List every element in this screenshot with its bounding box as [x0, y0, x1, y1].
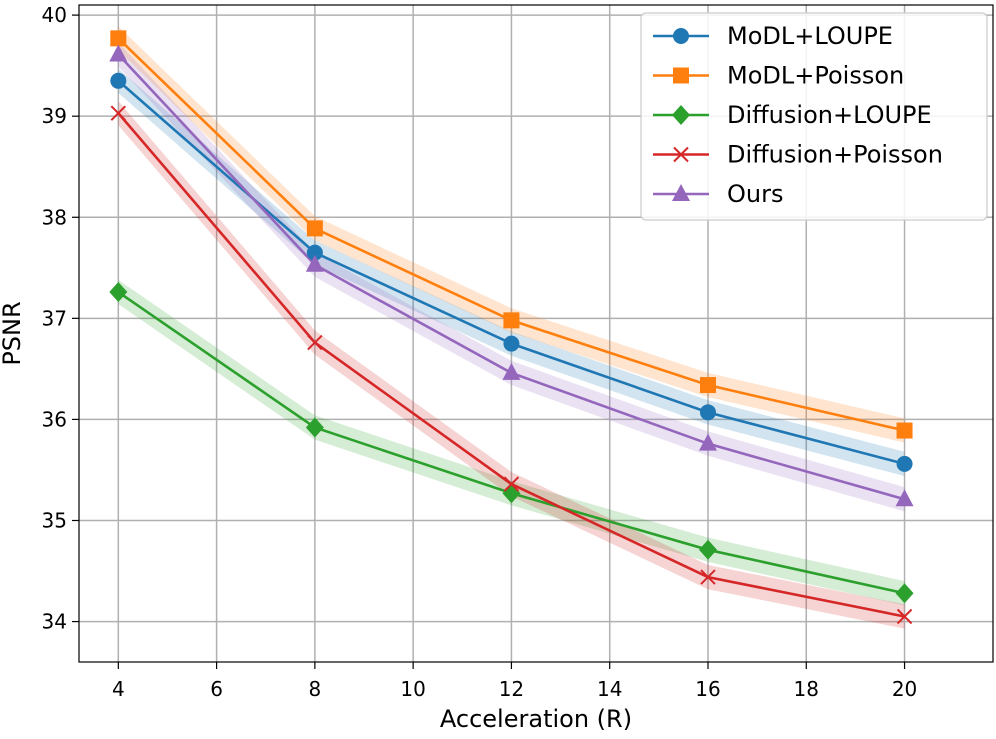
- point-modl-loupe: [896, 455, 913, 472]
- point-ours: [698, 433, 717, 451]
- band-modl-poisson: [118, 26, 905, 443]
- point-diffusion-loupe: [109, 282, 128, 303]
- legend-marker-modl-loupe: [673, 28, 689, 44]
- legend-label-diffusion-loupe: Diffusion+LOUPE: [727, 101, 932, 129]
- x-tick-label: 20: [892, 677, 917, 701]
- legend-label-ours: Ours: [727, 180, 783, 208]
- legend: MoDL+LOUPE MoDL+Poisson Diffusion+LOUPE Dif…: [640, 12, 988, 221]
- x-tick-label: 4: [112, 677, 125, 701]
- marker-stroke: [896, 608, 913, 625]
- y-tick-label: 39: [42, 104, 67, 128]
- y-tick-label: 37: [42, 306, 67, 330]
- point-modl-poisson: [110, 30, 127, 47]
- point-ours: [895, 489, 914, 507]
- x-tick-label: 8: [309, 677, 322, 701]
- point-diffusion-loupe: [305, 417, 324, 438]
- legend-label-diffusion-poisson: Diffusion+Poisson: [727, 141, 943, 169]
- point-diffusion-loupe: [698, 539, 717, 560]
- point-ours: [502, 362, 521, 380]
- x-tick-label: 14: [597, 677, 622, 701]
- marker-stroke: [700, 569, 716, 585]
- point-modl-loupe: [110, 72, 127, 89]
- series-markers: [109, 30, 914, 625]
- point-modl-loupe: [306, 244, 323, 261]
- point-modl-loupe: [699, 404, 716, 421]
- x-tick-label: 18: [794, 677, 819, 701]
- confidence-bands: [118, 26, 905, 629]
- marker-stroke: [673, 146, 689, 163]
- y-tick-label: 40: [42, 3, 67, 27]
- point-diffusion-poisson: [110, 105, 127, 121]
- point-modl-loupe: [503, 335, 520, 352]
- point-diffusion-loupe: [895, 583, 914, 604]
- point-modl-poisson: [699, 377, 716, 394]
- marker-stroke: [503, 476, 520, 492]
- x-tick-label: 10: [400, 677, 425, 701]
- point-modl-poisson: [896, 422, 913, 439]
- band-modl-loupe: [118, 68, 905, 477]
- axis-ticks: 4 6 8 10 12 14 16 18 20 34 35 36 37 38 39 40: [42, 3, 918, 701]
- point-modl-poisson: [503, 312, 520, 329]
- y-axis-label: PSNR: [0, 301, 26, 365]
- legend-label-modl-poisson: MoDL+Poisson: [727, 62, 904, 90]
- point-diffusion-poisson: [307, 334, 323, 351]
- x-axis-label: Acceleration (R): [440, 705, 632, 733]
- point-diffusion-poisson: [700, 569, 716, 585]
- x-tick-label: 6: [210, 677, 223, 701]
- point-modl-poisson: [306, 220, 323, 237]
- legend-box: [640, 12, 988, 221]
- marker-stroke: [307, 334, 323, 351]
- y-tick-label: 36: [42, 407, 67, 431]
- legend-marker-diffusion-poisson: [673, 146, 689, 163]
- legend-marker-ours: [672, 184, 690, 201]
- y-tick-label: 34: [42, 610, 67, 634]
- marker-stroke: [110, 105, 127, 121]
- plot-frame: [78, 4, 994, 663]
- legend-label-modl-loupe: MoDL+LOUPE: [727, 22, 893, 50]
- band-diffusion-loupe: [118, 279, 905, 606]
- point-ours: [305, 254, 324, 272]
- x-tick-label: 16: [695, 677, 720, 701]
- x-tick-label: 12: [499, 677, 524, 701]
- point-ours: [109, 44, 128, 62]
- point-diffusion-poisson: [896, 608, 913, 625]
- point-diffusion-poisson: [503, 476, 520, 492]
- y-tick-label: 35: [42, 508, 67, 532]
- y-tick-label: 38: [42, 205, 67, 229]
- legend-marker-modl-poisson: [673, 67, 689, 84]
- legend-marker-diffusion-loupe: [672, 105, 690, 125]
